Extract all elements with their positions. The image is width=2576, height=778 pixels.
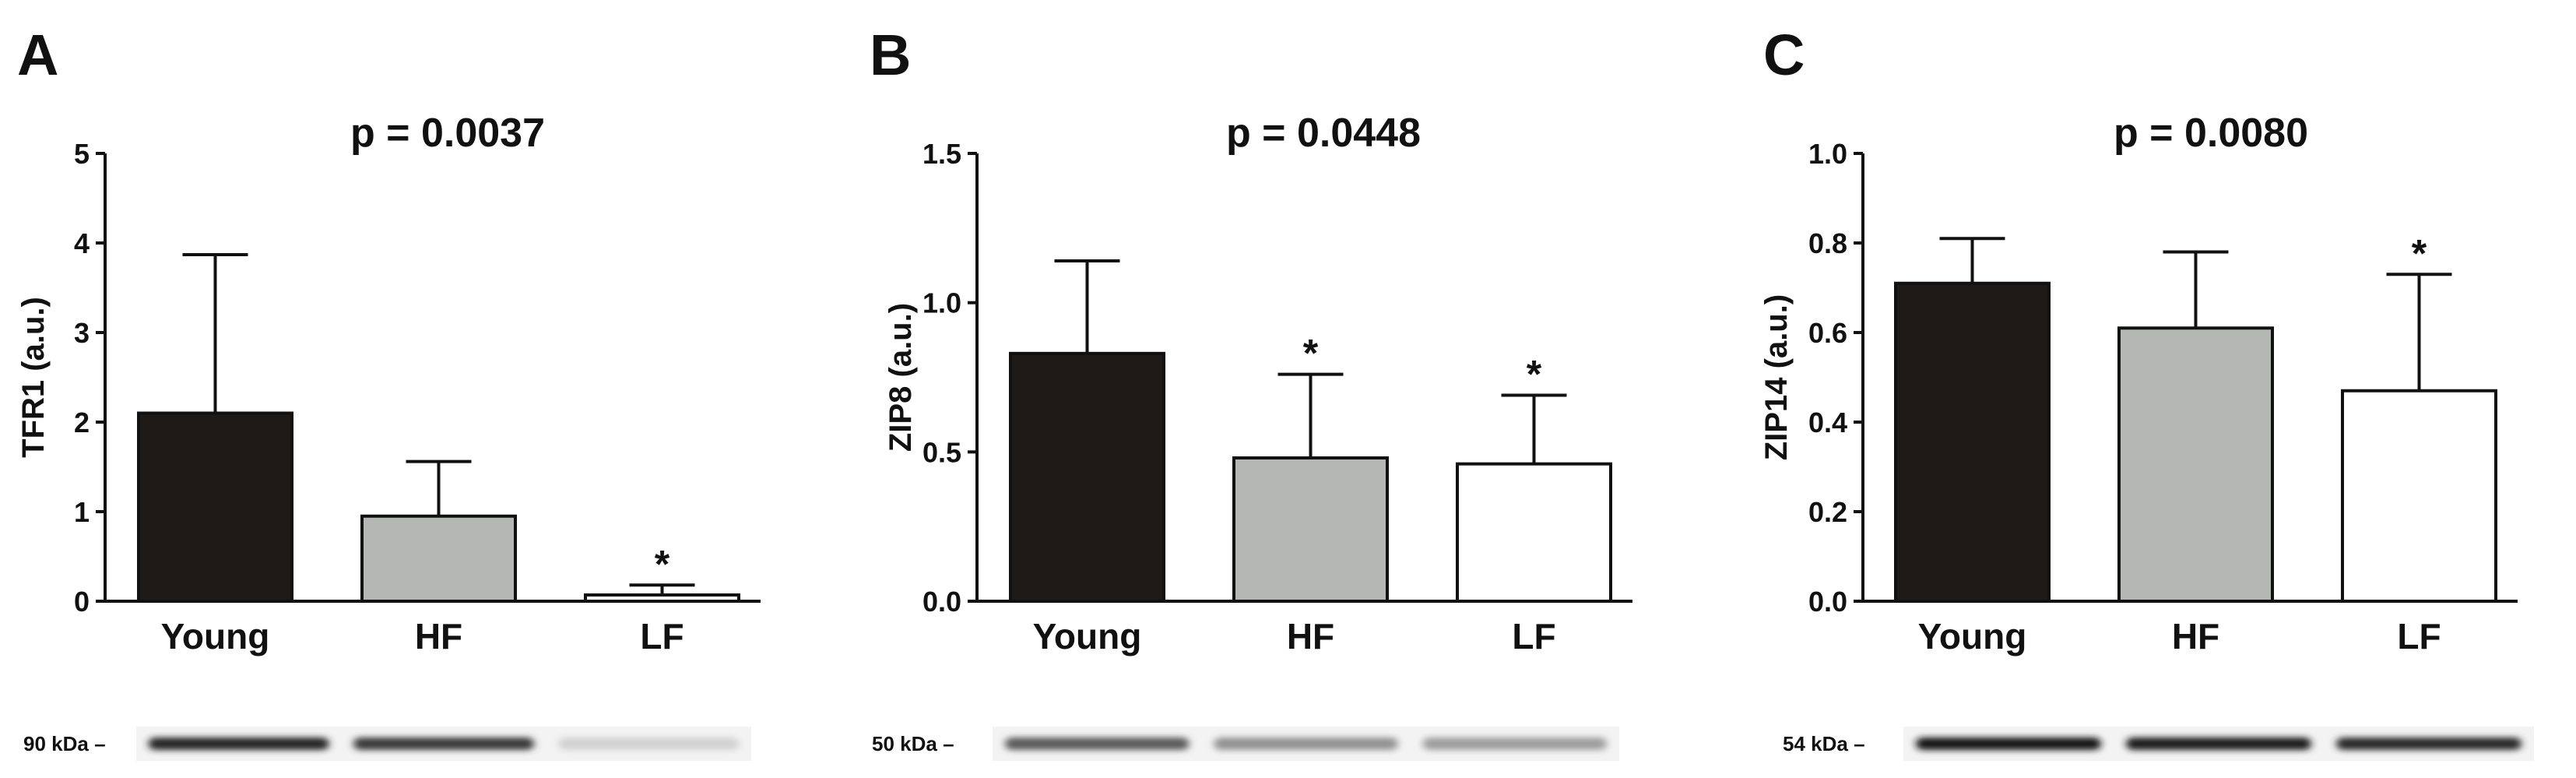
y-tick-label: 0.5 [923, 436, 961, 468]
blot-band [353, 738, 534, 750]
x-tick-label: Young [161, 616, 270, 657]
y-tick-label: 0.8 [1808, 227, 1847, 259]
p-value-title: p = 0.0037 [350, 111, 545, 156]
y-tick-label: 5 [74, 138, 90, 170]
blot-band [1916, 738, 2101, 750]
x-tick-label: HF [1287, 616, 1334, 657]
y-tick-label: 0.4 [1808, 407, 1847, 438]
western-blot-strip [136, 727, 751, 761]
bar-young [1894, 281, 2051, 603]
bar-lf [1456, 462, 1612, 604]
bar-lf [2341, 389, 2497, 603]
y-tick-label: 0 [74, 586, 90, 618]
y-axis-label: ZIP14 (a.u.) [1759, 294, 1794, 460]
western-blot-strip [993, 727, 1619, 761]
y-tick-label: 1.5 [923, 138, 961, 170]
blot-band [1005, 738, 1190, 750]
panel-b: Bp = 0.0448 0.0 0.5 1.0 1.5 ZIP8 (a.u.) Young *… [870, 23, 1632, 761]
significance-star: * [2412, 231, 2427, 275]
kda-marker-label: 90 kDa – [23, 732, 106, 755]
blot-band [148, 738, 329, 750]
bar-hf [360, 514, 517, 603]
blot-band [2126, 738, 2311, 750]
significance-star: * [1527, 353, 1542, 396]
y-tick-label: 1.0 [923, 287, 961, 319]
x-tick-label: LF [640, 616, 684, 657]
western-blot-strip [1903, 727, 2534, 761]
x-tick-label: LF [1512, 616, 1555, 657]
bar-hf [2117, 326, 2274, 603]
x-tick-label: HF [2172, 616, 2219, 657]
y-tick-label: 0.0 [1808, 586, 1847, 618]
panel-letter: B [870, 23, 911, 87]
significance-star: * [1303, 332, 1319, 375]
bar-young [1009, 351, 1165, 603]
panel-letter: C [1763, 23, 1805, 87]
p-value-title: p = 0.0448 [1226, 111, 1421, 156]
kda-marker-label: 54 kDa – [1783, 732, 1865, 755]
x-tick-label: LF [2397, 616, 2441, 657]
p-value-title: p = 0.0080 [2114, 111, 2308, 156]
y-tick-label: 0.2 [1808, 496, 1847, 528]
x-tick-label: Young [1918, 616, 2027, 657]
x-tick-label: HF [415, 616, 462, 657]
blot-band [1422, 738, 1607, 750]
kda-marker-label: 50 kDa – [872, 732, 954, 755]
significance-star: * [655, 542, 670, 586]
y-tick-label: 1 [74, 496, 90, 528]
panel-c: Cp = 0.0080 0.0 0.2 0.4 0.6 0.8 1.0 ZIP14 (a.u.… [1759, 23, 2534, 761]
blot-band [2336, 738, 2522, 750]
y-axis-label: TFR1 (a.u.) [16, 297, 51, 458]
y-tick-label: 1.0 [1808, 138, 1847, 170]
panel-letter: A [17, 23, 58, 87]
y-axis-label: ZIP8 (a.u.) [884, 303, 918, 452]
bar-young [137, 411, 293, 603]
panel-a: Ap = 0.0037 0 1 2 3 4 5 TFR1 (a.u.) Young HF * LF 90… [16, 23, 761, 761]
bar-hf [1232, 456, 1389, 603]
blot-band [558, 738, 740, 750]
y-tick-label: 3 [74, 317, 90, 349]
x-tick-label: Young [1033, 616, 1142, 657]
y-tick-label: 4 [74, 227, 90, 259]
blot-band [1214, 738, 1398, 750]
y-tick-label: 0.0 [923, 586, 961, 618]
y-tick-label: 0.6 [1808, 317, 1847, 349]
y-tick-label: 2 [74, 407, 90, 438]
